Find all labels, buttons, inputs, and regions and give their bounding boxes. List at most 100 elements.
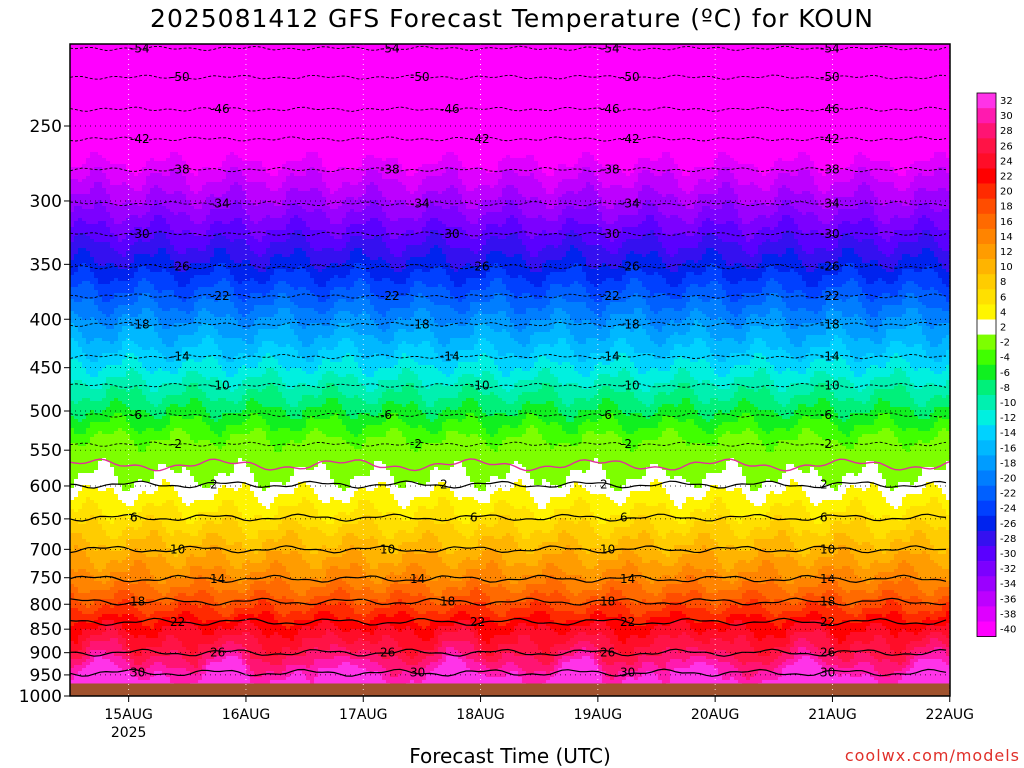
isotherm-line — [70, 545, 947, 554]
isotherm-label: 14 — [210, 572, 225, 586]
freezing-line — [70, 458, 950, 472]
isotherm-label: -26 — [620, 260, 640, 274]
colorbar-label: 22 — [1000, 172, 1013, 183]
colorbar-label: 16 — [1000, 217, 1013, 228]
isotherm-label: -34 — [820, 197, 840, 211]
isotherm-label: -46 — [210, 102, 230, 116]
isotherm-label: -6 — [820, 408, 832, 422]
colorbar-label: -36 — [1000, 594, 1016, 605]
colorbar-swatch — [977, 395, 996, 411]
isotherm-line — [70, 441, 947, 447]
isotherm-label: -50 — [620, 70, 640, 84]
colorbar-swatch — [977, 153, 996, 169]
isotherm-line — [70, 617, 947, 627]
isotherm-label: 18 — [440, 595, 455, 609]
isotherm-label: -26 — [470, 260, 490, 274]
colorbar-swatch — [977, 425, 996, 441]
y-tick-label: 850 — [30, 620, 62, 640]
colorbar-label: -12 — [1000, 413, 1016, 424]
isotherm-label: -38 — [820, 163, 840, 177]
colorbar-label: -20 — [1000, 474, 1016, 485]
isotherm-line — [70, 264, 947, 270]
colorbar-swatch — [977, 319, 996, 335]
isotherm-line — [70, 231, 947, 237]
isotherm-label: 18 — [130, 595, 145, 609]
y-tick-label: 750 — [30, 569, 62, 589]
isotherm-label: -38 — [170, 163, 190, 177]
isotherm-label: -34 — [410, 197, 430, 211]
isotherm-line — [70, 480, 947, 489]
x-tick-label: 16AUG — [222, 707, 271, 723]
isotherm-label: 14 — [820, 572, 835, 586]
colorbar-label: 8 — [1000, 277, 1006, 288]
x-tick-label: 15AUG — [104, 707, 153, 723]
y-tick-label: 550 — [30, 441, 62, 461]
isotherm-label: 26 — [600, 646, 615, 660]
isotherm-label: -26 — [820, 260, 840, 274]
isotherm-line — [70, 668, 947, 677]
isotherm-label: -10 — [820, 379, 840, 393]
isotherm-label: -46 — [440, 102, 460, 116]
colorbar-swatch — [977, 334, 996, 350]
isotherm-label: -50 — [410, 70, 430, 84]
isotherm-line — [70, 412, 947, 418]
isotherm-label: -18 — [130, 317, 150, 331]
isotherm-label: -18 — [410, 317, 430, 331]
isotherm-label: -14 — [820, 350, 840, 364]
colorbar: 32 30 28 26 24 22 20 18 16 14 12 10 8 6 4 2 -2 -4 -6 -8 -10 -… — [976, 92, 1016, 637]
colorbar-label: -4 — [1000, 353, 1010, 364]
colorbar-label: 12 — [1000, 247, 1013, 258]
colorbar-label: -30 — [1000, 549, 1016, 560]
colorbar-label: -32 — [1000, 564, 1016, 575]
x-tick-label: 22AUG — [926, 707, 975, 723]
isotherm-label: 10 — [600, 542, 615, 556]
isotherm-line — [70, 353, 947, 360]
colorbar-swatch — [977, 349, 996, 366]
credit-link[interactable]: coolwx.com/models — [844, 746, 1020, 765]
isotherm-label: -50 — [820, 70, 840, 84]
colorbar-swatch — [977, 244, 996, 260]
isotherm-label: -10 — [620, 379, 640, 393]
colorbar-label: -14 — [1000, 428, 1016, 439]
isotherm-label: 22 — [820, 615, 835, 629]
colorbar-label: 24 — [1000, 156, 1013, 167]
colorbar-swatch — [977, 274, 996, 290]
isotherm-label: -50 — [170, 70, 190, 84]
isotherm-label: 30 — [620, 666, 635, 680]
isotherm-label: 26 — [210, 646, 225, 660]
isotherm-label: -2 — [620, 437, 632, 451]
isotherm-line — [70, 513, 947, 522]
isotherm-label: 10 — [380, 542, 395, 556]
isotherm-label: 6 — [470, 511, 478, 525]
y-tick-label: 300 — [30, 192, 62, 212]
isotherm-label: 2 — [440, 478, 448, 492]
isotherm-label: -42 — [130, 132, 150, 146]
isotherm-label: 18 — [820, 595, 835, 609]
isotherm-label: -6 — [380, 408, 392, 422]
isotherm-line — [70, 648, 947, 657]
isotherm-label: -22 — [600, 289, 620, 303]
isotherm-label: -54 — [380, 41, 400, 55]
isotherm-label: -46 — [820, 102, 840, 116]
colorbar-label: -10 — [1000, 398, 1016, 409]
colorbar-label: 32 — [1000, 96, 1013, 107]
chart-title: 2025081412 GFS Forecast Temperature (ºC)… — [150, 4, 874, 33]
isotherm-label: -38 — [380, 163, 400, 177]
y-tick-label: 700 — [30, 540, 62, 560]
isotherm-label: -2 — [410, 437, 422, 451]
isotherm-label: -30 — [130, 227, 150, 241]
colorbar-label: 2 — [1000, 323, 1006, 334]
colorbar-swatch — [977, 198, 996, 215]
isotherm-label: 26 — [380, 646, 395, 660]
colorbar-label: -40 — [1000, 625, 1016, 636]
isotherm-label: -42 — [470, 132, 490, 146]
colorbar-swatch — [977, 606, 996, 622]
isotherm-label: 30 — [130, 666, 145, 680]
isotherm-label: -14 — [440, 350, 460, 364]
colorbar-swatch — [977, 213, 996, 230]
colorbar-swatch — [977, 364, 996, 381]
isotherm-label: -46 — [600, 102, 620, 116]
isotherm-line — [70, 167, 947, 173]
isotherm-label: 30 — [820, 666, 835, 680]
colorbar-label: -18 — [1000, 458, 1016, 469]
